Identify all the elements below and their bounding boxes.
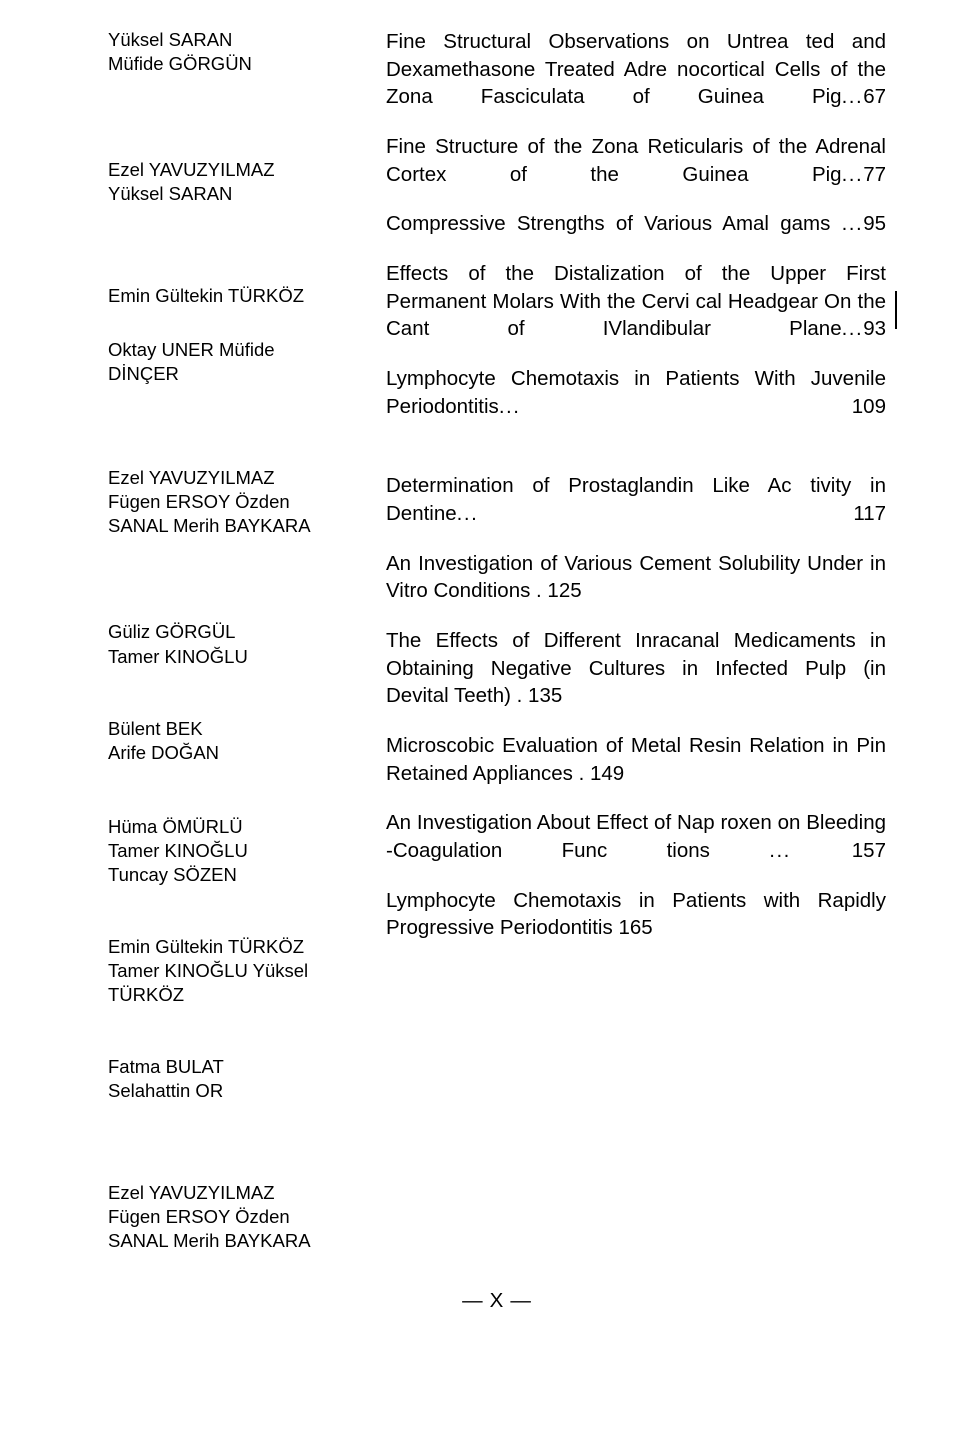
author-line: Ezel YAVUZYILMAZ: [108, 466, 352, 490]
toc-entry: Effects of the Distalization of the Uppe…: [386, 260, 886, 343]
author-block: Hüma ÖMÜRLÜTamer KINOĞLUTuncay SÖZEN: [108, 815, 352, 887]
entry-page: 95: [863, 212, 886, 235]
author-line: Yüksel SARAN: [108, 182, 352, 206]
toc-entry: Determination of Prostaglandin Like Ac t…: [386, 472, 886, 527]
toc-entry: Lymphocyte Chemotaxis in Patients With J…: [386, 365, 886, 420]
author-block: Emin Gültekin TÜRKÖZTamer KINOĞLU Yüksel…: [108, 935, 352, 1007]
page: Yüksel SARANMüfide GÖRGÜNEzel YAVUZYILMA…: [0, 0, 960, 1445]
toc-entry: Microscobic Evaluation of Metal Resin Re…: [386, 732, 886, 787]
authors-column: Yüksel SARANMüfide GÖRGÜNEzel YAVUZYILMA…: [108, 28, 352, 1253]
author-line: Fügen ERSOY Özden: [108, 1205, 352, 1229]
entry-page: 67: [863, 85, 886, 108]
vertical-rule: [895, 291, 897, 329]
author-line: Tuncay SÖZEN: [108, 863, 352, 887]
entry-dots: ...: [842, 212, 864, 235]
entry-page: 117: [853, 502, 886, 525]
entry-title: Effects of the Distalization of the Uppe…: [386, 262, 886, 340]
entry-dots: ...: [499, 395, 852, 418]
entry-title: Compressive Strengths of Various Amal ga…: [386, 212, 842, 235]
author-block: Ezel YAVUZYILMAZFügen ERSOY ÖzdenSANAL M…: [108, 466, 352, 538]
entry-page: 125: [542, 579, 582, 602]
author-block: Ezel YAVUZYILMAZYüksel SARAN: [108, 158, 352, 206]
author-line: Selahattin OR: [108, 1079, 352, 1103]
entry-page: 109: [852, 395, 886, 418]
author-line: SANAL Merih BAYKARA: [108, 514, 352, 538]
author-block: Yüksel SARANMüfide GÖRGÜN: [108, 28, 352, 76]
entry-page: 157: [852, 839, 886, 862]
toc-entry: An Investigation of Various Cement Solub…: [386, 550, 886, 605]
author-block: Fatma BULATSelahattin OR: [108, 1055, 352, 1103]
author-line: SANAL Merih BAYKARA: [108, 1229, 352, 1253]
author-line: Müfide GÖRGÜN: [108, 52, 352, 76]
entry-title: Fine Structure of the Zona Reticularis o…: [386, 135, 886, 186]
entry-dots: ...: [842, 85, 864, 108]
author-block: Ezel YAVUZYILMAZFügen ERSOY ÖzdenSANAL M…: [108, 1181, 352, 1253]
entry-page: 77: [863, 163, 886, 186]
author-line: Fügen ERSOY Özden: [108, 490, 352, 514]
author-line: Tamer KINOĞLU: [108, 645, 352, 669]
entries-column: Fine Structural Observations on Untrea t…: [386, 28, 886, 1253]
entry-dots: ...: [842, 317, 864, 340]
columns: Yüksel SARANMüfide GÖRGÜNEzel YAVUZYILMA…: [108, 28, 886, 1253]
entry-page: 93: [863, 317, 886, 340]
author-line: Yüksel SARAN: [108, 28, 352, 52]
author-line: DİNÇER: [108, 362, 352, 386]
author-line: Emin Gültekin TÜRKÖZ: [108, 935, 352, 959]
author-line: Emin Gültekin TÜRKÖZ: [108, 284, 352, 308]
entry-dots: ...: [842, 163, 864, 186]
toc-entry: Lymphocyte Chemotaxis in Patients with R…: [386, 887, 886, 942]
author-line: Tamer KINOĞLU Yüksel: [108, 959, 352, 983]
entry-title: Fine Structural Observations on Untrea t…: [386, 30, 886, 108]
toc-entry: Fine Structure of the Zona Reticularis o…: [386, 133, 886, 188]
author-line: Hüma ÖMÜRLÜ: [108, 815, 352, 839]
author-block: Oktay UNER MüfideDİNÇER: [108, 338, 352, 386]
author-line: Bülent BEK: [108, 717, 352, 741]
author-line: Fatma BULAT: [108, 1055, 352, 1079]
footer-dash-left: —: [462, 1289, 484, 1312]
author-line: Ezel YAVUZYILMAZ: [108, 1181, 352, 1205]
author-line: Tamer KINOĞLU: [108, 839, 352, 863]
author-block: Güliz GÖRGÜLTamer KINOĞLU: [108, 620, 352, 668]
entry-title: Microscobic Evaluation of Metal Resin Re…: [386, 734, 886, 785]
toc-entry: The Effects of Different Inracanal Medic…: [386, 627, 886, 710]
entry-page: 135: [522, 684, 562, 707]
author-block: Emin Gültekin TÜRKÖZ: [108, 284, 352, 308]
author-line: Güliz GÖRGÜL: [108, 620, 352, 644]
footer-dash-right: —: [510, 1289, 532, 1312]
toc-entry: An Investigation About Effect of Nap rox…: [386, 809, 886, 864]
entry-title: An Investigation of Various Cement Solub…: [386, 552, 886, 603]
entry-dots: ...: [457, 502, 854, 525]
author-line: TÜRKÖZ: [108, 983, 352, 1007]
page-footer: —X—: [108, 1289, 886, 1313]
author-line: Arife DOĞAN: [108, 741, 352, 765]
author-block: Bülent BEKArife DOĞAN: [108, 717, 352, 765]
entry-dots: ...: [769, 839, 851, 862]
toc-entry: Compressive Strengths of Various Amal ga…: [386, 210, 886, 238]
footer-page-roman: X: [490, 1289, 505, 1312]
entry-page: 165: [613, 916, 653, 939]
author-line: Ezel YAVUZYILMAZ: [108, 158, 352, 182]
author-line: Oktay UNER Müfide: [108, 338, 352, 362]
entry-page: 149: [584, 762, 624, 785]
toc-entry: Fine Structural Observations on Untrea t…: [386, 28, 886, 111]
entry-title: The Effects of Different Inracanal Medic…: [386, 629, 886, 707]
